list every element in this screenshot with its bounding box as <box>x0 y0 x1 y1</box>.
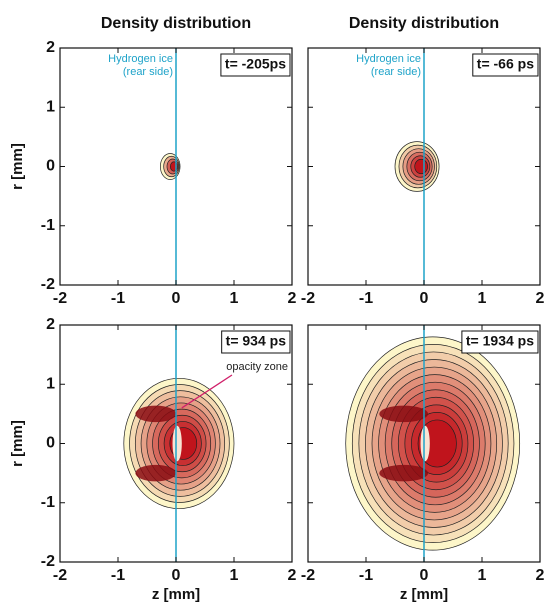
ice-label: (rear side) <box>371 66 421 78</box>
y-axis-label: r [mm] <box>9 420 26 467</box>
y-tick-label: 1 <box>46 98 55 115</box>
x-tick-label: -1 <box>359 567 373 584</box>
x-axis-label: z [mm] <box>400 586 448 603</box>
contour-plot <box>394 141 440 192</box>
time-label: t= -205ps <box>225 56 286 72</box>
x-tick-label: 1 <box>230 567 239 584</box>
dense-lobe <box>135 464 176 482</box>
time-label: t= -66 ps <box>477 56 534 72</box>
ice-label: (rear side) <box>123 66 173 78</box>
x-tick-label: -1 <box>111 290 125 307</box>
panel-title: Density distribution <box>349 15 499 32</box>
x-tick-label: -2 <box>301 567 315 584</box>
dense-lobe <box>379 405 429 423</box>
time-label-box <box>461 330 539 354</box>
x-tick-label: 2 <box>536 290 545 307</box>
time-label-box <box>221 330 291 354</box>
x-axis-label: z [mm] <box>152 586 200 603</box>
time-label-box <box>220 53 291 77</box>
x-tick-label: 1 <box>230 290 239 307</box>
dense-lobe <box>379 464 429 482</box>
ice-label: Hydrogen ice <box>108 53 173 65</box>
x-tick-label: 0 <box>420 290 429 307</box>
annotation: opacity zone <box>226 361 288 373</box>
opacity-core <box>172 425 182 462</box>
x-tick-label: 2 <box>288 290 297 307</box>
x-tick-label: 0 <box>172 567 181 584</box>
panel-title: Density distribution <box>101 15 251 32</box>
x-tick-label: 1 <box>478 290 487 307</box>
x-tick-label: -2 <box>301 290 315 307</box>
y-tick-label: 2 <box>46 39 55 56</box>
contour-plot <box>159 153 181 180</box>
time-label: t= 1934 ps <box>466 333 534 349</box>
contour-plot <box>345 336 521 551</box>
y-tick-label: -1 <box>41 494 55 511</box>
y-tick-label: 1 <box>46 375 55 392</box>
x-tick-label: 1 <box>478 567 487 584</box>
y-tick-label: 2 <box>46 316 55 333</box>
y-tick-label: 0 <box>46 158 55 175</box>
x-tick-label: -2 <box>53 567 67 584</box>
annotation-arrow <box>181 374 233 409</box>
ice-label: Hydrogen ice <box>356 53 421 65</box>
x-tick-label: 0 <box>172 290 181 307</box>
x-tick-label: -1 <box>359 290 373 307</box>
y-tick-label: -1 <box>41 217 55 234</box>
y-tick-label: -2 <box>41 553 55 570</box>
time-label-box <box>472 53 539 77</box>
y-axis-label: r [mm] <box>9 143 26 190</box>
x-tick-label: 0 <box>420 567 429 584</box>
time-label: t= 934 ps <box>226 333 287 349</box>
x-tick-label: -1 <box>111 567 125 584</box>
x-tick-label: -2 <box>53 290 67 307</box>
y-tick-label: 0 <box>46 435 55 452</box>
opacity-core <box>420 425 430 462</box>
contour-level <box>414 158 428 175</box>
x-tick-label: 2 <box>536 567 545 584</box>
contour-plot <box>123 377 235 510</box>
x-tick-label: 2 <box>288 567 297 584</box>
dense-lobe <box>135 405 176 423</box>
y-tick-label: -2 <box>41 276 55 293</box>
